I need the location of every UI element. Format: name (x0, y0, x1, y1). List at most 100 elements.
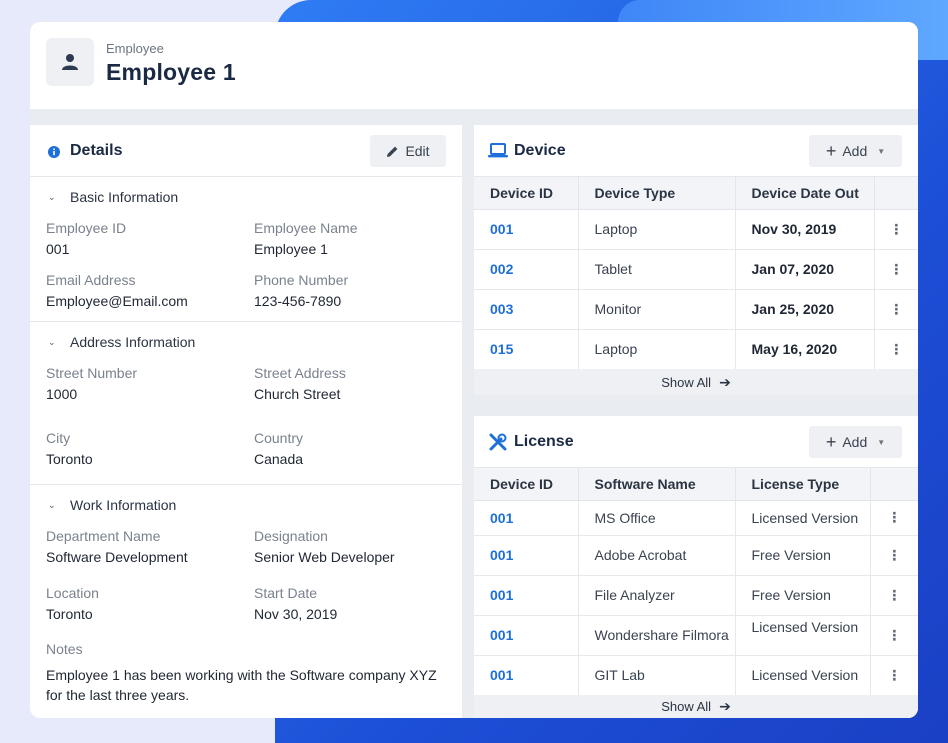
designation-field: Designation Senior Web Developer (254, 528, 395, 565)
notes-value: Employee 1 has been working with the Sof… (46, 667, 437, 703)
add-license-button[interactable]: + Add ▼ (809, 426, 902, 458)
table-row[interactable]: 015 Laptop May 16, 2020 ⋮ (474, 329, 918, 370)
city-value: Toronto (46, 451, 93, 467)
kebab-icon[interactable]: ⋮ (870, 575, 918, 616)
employee-name-field: Employee Name Employee 1 (254, 220, 358, 257)
app-window: Employee Employee 1 Details Edit ⌄ Basic… (30, 22, 918, 718)
country-value: Canada (254, 451, 304, 467)
column-header[interactable]: Device ID (474, 177, 579, 210)
email-field: Email Address Employee@Email.com (46, 272, 188, 309)
kebab-icon[interactable]: ⋮ (870, 615, 918, 656)
kebab-icon[interactable]: ⋮ (870, 655, 918, 696)
department-value: Software Development (46, 549, 188, 565)
column-header-actions (874, 177, 918, 210)
column-header[interactable]: Device ID (474, 468, 579, 501)
work-info-title: Work Information (70, 497, 177, 513)
kebab-icon[interactable]: ⋮ (874, 209, 918, 250)
device-id-link[interactable]: 002 (474, 249, 579, 290)
arrow-right-icon: ➔ (719, 373, 731, 390)
license-device-id-link[interactable]: 001 (474, 535, 579, 576)
table-row[interactable]: 001 MS Office Licensed Version ⋮ (474, 500, 918, 536)
street-number-label: Street Number (46, 365, 138, 381)
designation-value: Senior Web Developer (254, 549, 395, 565)
start-date-value: Nov 30, 2019 (254, 606, 338, 622)
street-address-value: Church Street (254, 386, 341, 402)
department-label: Department Name (46, 528, 161, 544)
column-header-actions (870, 468, 918, 501)
table-row[interactable]: 002 Tablet Jan 07, 2020 ⋮ (474, 249, 918, 290)
device-date-cell: May 16, 2020 (735, 329, 875, 370)
kebab-icon[interactable]: ⋮ (870, 500, 918, 536)
show-all-label: Show All (661, 699, 712, 714)
start-date-field: Start Date Nov 30, 2019 (254, 585, 337, 622)
license-show-all-link[interactable]: Show All ➔ (474, 695, 918, 718)
device-id-link[interactable]: 003 (474, 289, 579, 330)
add-device-button[interactable]: + Add ▼ (809, 135, 902, 167)
info-icon (48, 146, 60, 158)
edit-button[interactable]: Edit (370, 135, 446, 167)
column-header[interactable]: Device Date Out (735, 177, 875, 210)
column-header[interactable]: Device Type (578, 177, 736, 210)
email-label: Email Address (46, 272, 136, 288)
notes-label: Notes (46, 641, 83, 657)
device-date-cell: Nov 30, 2019 (735, 209, 875, 250)
start-date-label: Start Date (254, 585, 318, 601)
employee-name-value: Employee 1 (254, 241, 328, 257)
street-address-field: Street Address Church Street (254, 365, 346, 402)
page-subtitle: Employee (106, 41, 164, 56)
license-title: License (514, 433, 574, 450)
device-id-link[interactable]: 015 (474, 329, 579, 370)
plus-icon: + (825, 432, 837, 452)
column-header[interactable]: License Type (735, 468, 871, 501)
table-row[interactable]: 001 GIT Lab Licensed Version ⋮ (474, 655, 918, 696)
street-address-label: Street Address (254, 365, 346, 381)
license-type-cell: Licensed Version (735, 500, 871, 536)
kebab-icon[interactable]: ⋮ (874, 329, 918, 370)
department-field: Department Name Software Development (46, 528, 188, 565)
license-device-id-link[interactable]: 001 (474, 615, 579, 656)
column-header[interactable]: Software Name (578, 468, 736, 501)
device-id-link[interactable]: 001 (474, 209, 579, 250)
license-type-cell: Licensed Version (735, 615, 871, 656)
page-title: Employee 1 (106, 59, 236, 85)
street-number-value: 1000 (46, 386, 78, 402)
device-header: Device + Add ▼ (474, 125, 918, 177)
divider (30, 321, 462, 322)
kebab-icon[interactable]: ⋮ (870, 535, 918, 576)
pencil-icon (387, 146, 398, 157)
kebab-icon[interactable]: ⋮ (874, 249, 918, 290)
license-device-id-link[interactable]: 001 (474, 575, 579, 616)
details-panel: Details Edit ⌄ Basic Information Employe… (30, 125, 462, 718)
device-type-cell: Laptop (578, 209, 736, 250)
table-row[interactable]: 003 Monitor Jan 25, 2020 ⋮ (474, 289, 918, 330)
table-header-row: Device ID Software Name License Type (474, 468, 918, 501)
kebab-icon[interactable]: ⋮ (874, 289, 918, 330)
employee-id-field: Employee ID 001 (46, 220, 126, 257)
device-title: Device (514, 142, 566, 159)
device-show-all-link[interactable]: Show All ➔ (474, 369, 918, 395)
table-row[interactable]: 001 Laptop Nov 30, 2019 ⋮ (474, 209, 918, 250)
caret-down-icon: ▼ (877, 146, 886, 156)
table-row[interactable]: 001 Wondershare Filmora Licensed Version… (474, 615, 918, 656)
street-number-field: Street Number 1000 (46, 365, 137, 402)
license-device-id-link[interactable]: 001 (474, 500, 579, 536)
table-row[interactable]: 001 File Analyzer Free Version ⋮ (474, 575, 918, 616)
device-table: Device ID Device Type Device Date Out 00… (474, 177, 918, 370)
work-info-toggle[interactable]: ⌄ Work Information (48, 497, 176, 513)
device-date-cell: Jan 25, 2020 (735, 289, 875, 330)
add-license-label: Add (842, 434, 868, 450)
employee-id-label: Employee ID (46, 220, 127, 236)
software-name-cell: MS Office (578, 500, 736, 536)
address-info-toggle[interactable]: ⌄ Address Information (48, 334, 195, 350)
license-device-id-link[interactable]: 001 (474, 655, 579, 696)
basic-info-toggle[interactable]: ⌄ Basic Information (48, 189, 178, 205)
table-row[interactable]: 001 Adobe Acrobat Free Version ⋮ (474, 535, 918, 576)
caret-down-icon: ▼ (877, 437, 886, 447)
software-name-cell: File Analyzer (578, 575, 736, 616)
city-label: City (46, 430, 71, 446)
laptop-icon (488, 143, 508, 158)
phone-label: Phone Number (254, 272, 349, 288)
device-type-cell: Monitor (578, 289, 736, 330)
chevron-down-icon: ⌄ (48, 191, 56, 202)
show-all-label: Show All (661, 374, 712, 390)
